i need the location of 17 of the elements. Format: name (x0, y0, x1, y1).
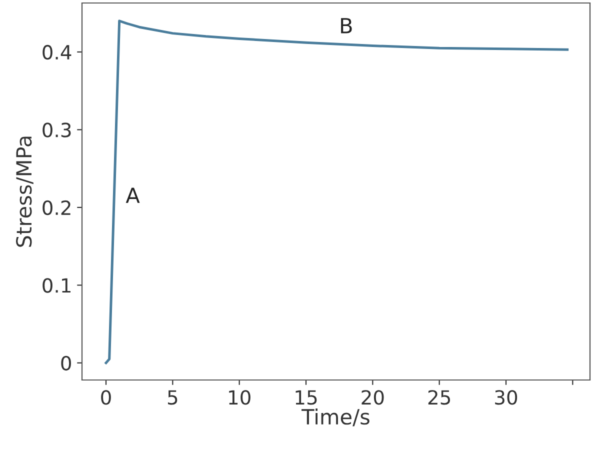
x-tick-label: 10 (229, 390, 250, 405)
line-series (104, 20, 569, 364)
x-tick-label: 0 (101, 390, 111, 405)
y-tick-label: 0.4 (42, 44, 72, 60)
x-axis-title: Time/s (302, 408, 370, 426)
x-tick-label: 5 (168, 390, 178, 405)
y-tick-label: 0.3 (42, 122, 71, 138)
y-tick-label: 0.2 (42, 200, 70, 216)
annotation: A (126, 188, 140, 203)
x-tick-label: 25 (428, 390, 450, 405)
x-tick-label: 30 (495, 390, 518, 405)
y-tick-label: 0.1 (42, 278, 70, 293)
x-tick-label: 20 (362, 390, 384, 405)
x-tick-label: 15 (296, 390, 317, 405)
y-tick-label: 0 (61, 356, 71, 371)
annotation: B (341, 18, 352, 34)
y-axis-title: Stress/MPa (16, 136, 34, 247)
